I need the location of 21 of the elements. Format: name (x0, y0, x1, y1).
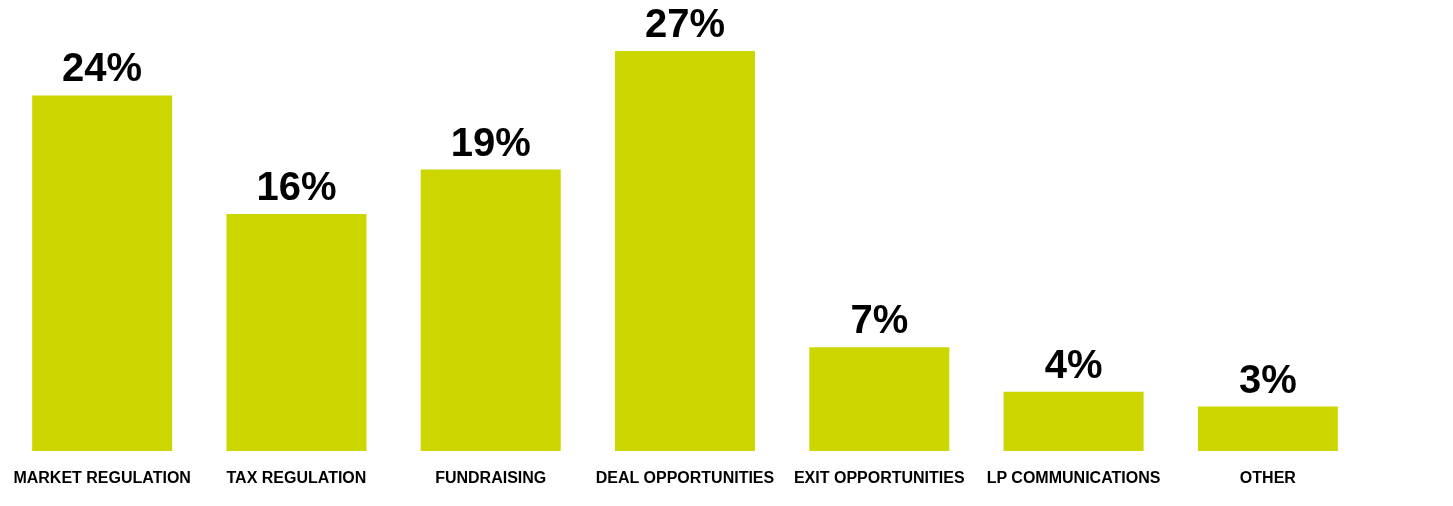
bar (615, 51, 755, 451)
bar (32, 95, 173, 451)
x-tick-label: FUNDRAISING (435, 468, 547, 486)
x-tick-label: LP COMMUNICATIONS (986, 468, 1161, 486)
bar (809, 347, 950, 451)
x-tick-label: OTHER (1239, 468, 1297, 486)
x-tick-label: EXIT OPPORTUNITIES (793, 468, 965, 486)
x-tick-label: DEAL OPPORTUNITIES (595, 468, 775, 486)
data-label: 7% (850, 297, 909, 342)
bar (420, 169, 561, 451)
data-label: 16% (256, 163, 337, 208)
bar (1003, 391, 1144, 451)
data-label: 19% (450, 119, 531, 164)
data-label: 4% (1044, 341, 1103, 386)
data-label: 3% (1238, 356, 1297, 401)
data-label: 27% (644, 1, 726, 45)
data-label: 24% (62, 45, 143, 90)
bar (1197, 406, 1338, 451)
bar (226, 213, 367, 451)
x-tick-label: MARKET REGULATION (13, 468, 191, 486)
x-tick-label: TAX REGULATION (226, 468, 367, 486)
